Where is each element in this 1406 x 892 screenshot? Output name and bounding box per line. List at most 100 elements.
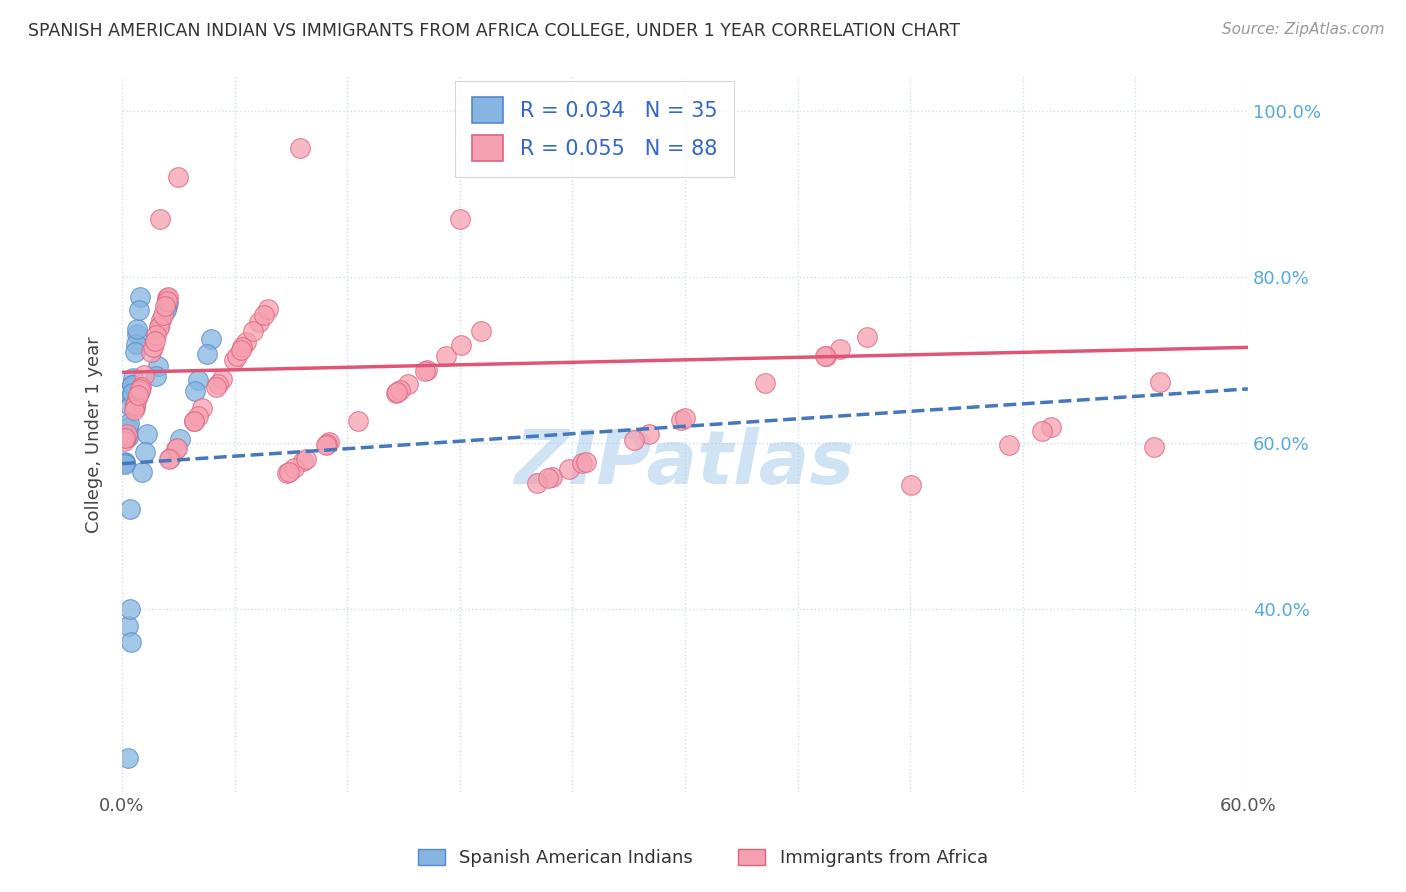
Point: [148, 211, 170, 226]
Point: [450, 338, 472, 352]
Point: [118, 502, 141, 516]
Point: [117, 430, 139, 444]
Point: [152, 308, 174, 322]
Point: [166, 441, 188, 455]
Point: [396, 376, 419, 391]
Point: [169, 432, 191, 446]
Point: [127, 326, 149, 341]
Point: [131, 465, 153, 479]
Point: [145, 368, 167, 383]
Point: [316, 436, 339, 450]
Point: [165, 442, 187, 457]
Point: [124, 398, 146, 412]
Point: [159, 451, 181, 466]
Point: [117, 420, 139, 434]
Point: [184, 384, 207, 398]
Point: [292, 454, 315, 468]
Point: [575, 455, 598, 469]
Point: [134, 368, 156, 382]
Point: [1149, 375, 1171, 389]
Point: [148, 320, 170, 334]
Point: [114, 431, 136, 445]
Point: [1040, 420, 1063, 434]
Point: [120, 400, 142, 414]
Legend: R = 0.034   N = 35, R = 0.055   N = 88: R = 0.034 N = 35, R = 0.055 N = 88: [456, 80, 734, 178]
Point: [114, 455, 136, 469]
Point: [413, 364, 436, 378]
Point: [638, 426, 661, 441]
Point: [200, 332, 222, 346]
Point: [673, 411, 696, 425]
Legend: Spanish American Indians, Immigrants from Africa: Spanish American Indians, Immigrants fro…: [411, 841, 995, 874]
Point: [156, 290, 179, 304]
Point: [856, 330, 879, 344]
Point: [146, 359, 169, 374]
Point: [415, 363, 437, 377]
Point: [470, 324, 492, 338]
Point: [122, 403, 145, 417]
Point: [115, 427, 138, 442]
Y-axis label: College, Under 1 year: College, Under 1 year: [86, 336, 103, 533]
Point: [283, 461, 305, 475]
Point: [384, 386, 406, 401]
Point: [112, 434, 135, 449]
Point: [671, 412, 693, 426]
Point: [122, 370, 145, 384]
Point: [129, 290, 152, 304]
Point: [121, 377, 143, 392]
Point: [253, 308, 276, 322]
Point: [120, 635, 142, 649]
Point: [187, 409, 209, 423]
Point: [129, 380, 152, 394]
Point: [155, 303, 177, 318]
Point: [134, 444, 156, 458]
Point: [157, 452, 180, 467]
Point: [128, 302, 150, 317]
Point: [814, 349, 837, 363]
Point: [118, 417, 141, 431]
Point: [537, 471, 560, 485]
Point: [222, 353, 245, 368]
Point: [121, 386, 143, 401]
Point: [129, 382, 152, 396]
Point: [526, 476, 548, 491]
Point: [117, 618, 139, 632]
Point: [754, 376, 776, 390]
Point: [118, 602, 141, 616]
Point: [242, 324, 264, 338]
Point: [235, 334, 257, 349]
Point: [900, 478, 922, 492]
Point: [141, 344, 163, 359]
Point: [318, 435, 340, 450]
Point: [231, 340, 253, 354]
Point: [997, 437, 1019, 451]
Point: [125, 337, 148, 351]
Text: ZIPatlas: ZIPatlas: [515, 426, 855, 500]
Point: [117, 751, 139, 765]
Point: [290, 141, 312, 155]
Point: [143, 334, 166, 349]
Point: [155, 299, 177, 313]
Point: [387, 384, 409, 399]
Point: [167, 170, 190, 185]
Point: [156, 292, 179, 306]
Text: SPANISH AMERICAN INDIAN VS IMMIGRANTS FROM AFRICA COLLEGE, UNDER 1 YEAR CORRELAT: SPANISH AMERICAN INDIAN VS IMMIGRANTS FR…: [28, 22, 960, 40]
Point: [434, 349, 457, 363]
Point: [276, 466, 298, 480]
Point: [145, 327, 167, 342]
Point: [346, 414, 368, 428]
Point: [183, 414, 205, 428]
Point: [247, 315, 270, 329]
Point: [142, 340, 165, 354]
Point: [156, 299, 179, 313]
Point: [225, 349, 247, 363]
Point: [156, 293, 179, 308]
Point: [449, 211, 471, 226]
Point: [124, 401, 146, 415]
Point: [256, 301, 278, 316]
Point: [1143, 440, 1166, 454]
Point: [148, 319, 170, 334]
Point: [127, 388, 149, 402]
Point: [114, 431, 136, 445]
Point: [828, 343, 851, 357]
